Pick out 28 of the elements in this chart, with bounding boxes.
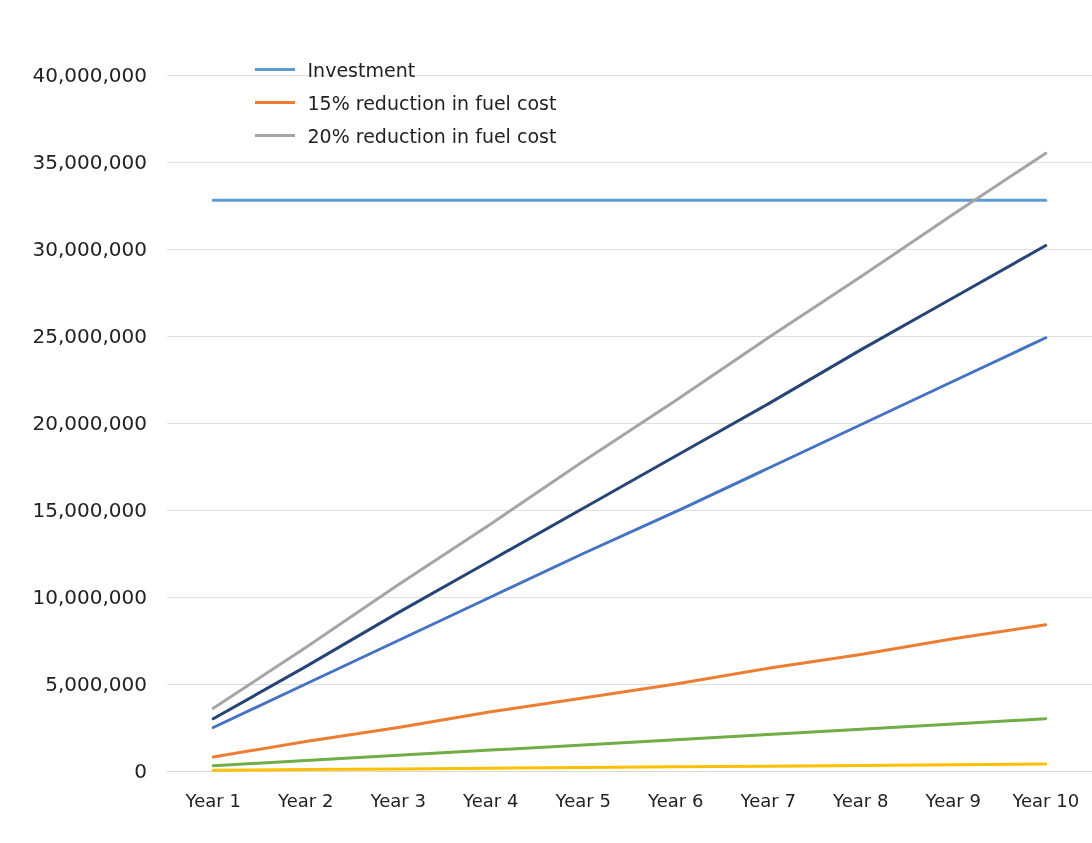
line-series	[211, 762, 1048, 772]
legend-label: Investment	[307, 58, 416, 81]
line-series	[211, 151, 1048, 710]
y-tick-label: 25,000,000	[32, 324, 147, 348]
x-tick-label: Year 8	[832, 789, 889, 811]
legend-label: 20% reduction in fuel cost	[307, 124, 557, 147]
legend-label: 15% reduction in fuel cost	[307, 91, 557, 114]
x-tick-label: Year 4	[462, 789, 519, 811]
x-tick-label: Year 9	[924, 789, 981, 811]
x-tick-label: Year 2	[277, 789, 334, 811]
y-tick-label: 10,000,000	[32, 585, 147, 609]
y-tick-label: 5,000,000	[45, 672, 147, 696]
y-tick-label: 0	[134, 759, 147, 783]
x-tick-label: Year 10	[1011, 789, 1080, 811]
line-series	[211, 244, 1048, 721]
y-tick-label: 20,000,000	[32, 411, 147, 435]
x-tick-label: Year 3	[369, 789, 426, 811]
line-series	[211, 623, 1048, 759]
y-tick-label: 30,000,000	[32, 237, 147, 261]
x-tick-label: Year 6	[647, 789, 704, 811]
line-series	[211, 336, 1048, 729]
y-tick-label: 15,000,000	[32, 498, 147, 522]
x-tick-label: Year 1	[184, 789, 241, 811]
line-series	[211, 717, 1048, 768]
y-tick-label: 40,000,000	[32, 63, 147, 87]
y-tick-label: 35,000,000	[32, 150, 147, 174]
x-tick-label: Year 5	[554, 789, 611, 811]
x-tick-label: Year 7	[739, 789, 796, 811]
